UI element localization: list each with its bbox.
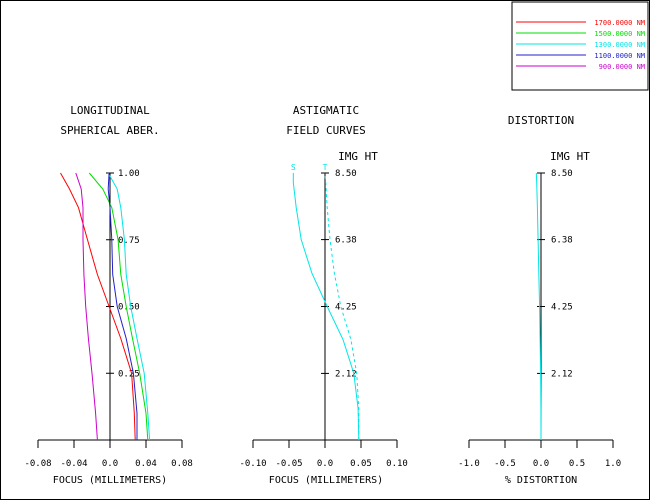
legend-label: 1700.0000 NM [594,19,645,27]
astigmatic-y-tick-label: 8.50 [335,169,357,179]
astigmatic-curve-end-label: S [291,163,296,172]
longitudinal-series-line [107,172,138,440]
distortion-y-tick-label: 8.50 [551,169,573,179]
astigmatic-series-line [292,173,360,441]
astigmatic-y-tick-label: 6.38 [335,236,357,246]
astigmatic-y-tick-label: 4.25 [335,303,357,313]
legend-label: 1500.0000 NM [594,30,645,38]
distortion-x-tick-label: -1.0 [458,459,480,469]
longitudinal-series-line [60,172,136,441]
distortion-y-tick-label: 2.12 [551,369,573,379]
longitudinal-series-line [75,172,98,441]
longitudinal-y-tick-label: 0.50 [118,303,140,313]
longitudinal-x-tick-label: 0.08 [171,459,193,469]
distortion-x-tick-label: 0.5 [569,459,585,469]
astigmatic-panel: -0.10 -0.05 0.0 0.05 0.10 2.12 4.25 6.38 8.50 S T [239,163,407,469]
longitudinal-x-axis-label: FOCUS (MILLIMETERS) [53,475,167,486]
longitudinal-series-line [88,172,149,441]
astigmatic-x-axis-label: FOCUS (MILLIMETERS) [269,475,383,486]
distortion-title: DISTORTION [508,114,574,127]
astigmatic-img-ht-label: IMG HT [338,150,378,163]
distortion-x-axis-label: % DISTORTION [505,475,577,486]
astigmatic-x-tick-label: 0.05 [350,459,372,469]
distortion-panel: -1.0 -0.5 0.0 0.5 1.0 2.12 4.25 6.38 8.50 [458,169,621,469]
astigmatic-y-tick-label: 2.12 [335,369,357,379]
legend-box [511,1,649,91]
distortion-y-tick-label: 4.25 [551,303,573,313]
astigmatic-x-tick-label: 0.0 [317,459,333,469]
longitudinal-x-tick-label: 0.04 [135,459,157,469]
astigmatic-series-line [324,172,360,440]
longitudinal-y-tick-label: 0.25 [118,369,140,379]
longitudinal-series-line [107,172,151,441]
astigmatic-curve-end-label: T [323,163,328,172]
legend-label: 900.0000 NM [599,63,645,71]
distortion-img-ht-label: IMG HT [550,150,590,163]
longitudinal-title-line1: LONGITUDINAL [70,104,150,117]
distortion-x-tick-label: 0.0 [533,459,549,469]
longitudinal-title-line2: SPHERICAL ABER. [60,124,159,137]
longitudinal-panel: -0.08 -0.04 0.0 0.04 0.08 0.25 0.50 0.75 1.00 [24,169,192,469]
legend-label: 1100.0000 NM [594,52,645,60]
astigmatic-title-line2: FIELD CURVES [286,124,365,137]
legend-label: 1300.0000 NM [594,41,645,49]
longitudinal-y-tick-label: 0.75 [118,236,140,246]
longitudinal-y-tick-label: 1.00 [118,169,140,179]
legend: 1700.0000 NM 1500.0000 NM 1300.0000 NM 1100… [511,1,649,91]
longitudinal-x-tick-label: 0.0 [102,459,118,469]
distortion-series-line [535,172,542,441]
longitudinal-x-tick-label: -0.04 [60,459,87,469]
astigmatic-x-tick-label: -0.10 [239,459,266,469]
longitudinal-x-tick-label: -0.08 [24,459,51,469]
distortion-x-tick-label: 1.0 [605,459,621,469]
distortion-y-tick-label: 6.38 [551,236,573,246]
astigmatic-x-tick-label: 0.10 [386,459,408,469]
astigmatic-x-tick-label: -0.05 [275,459,302,469]
distortion-x-tick-label: -0.5 [494,459,516,469]
astigmatic-title-line1: ASTIGMATIC [293,104,359,117]
